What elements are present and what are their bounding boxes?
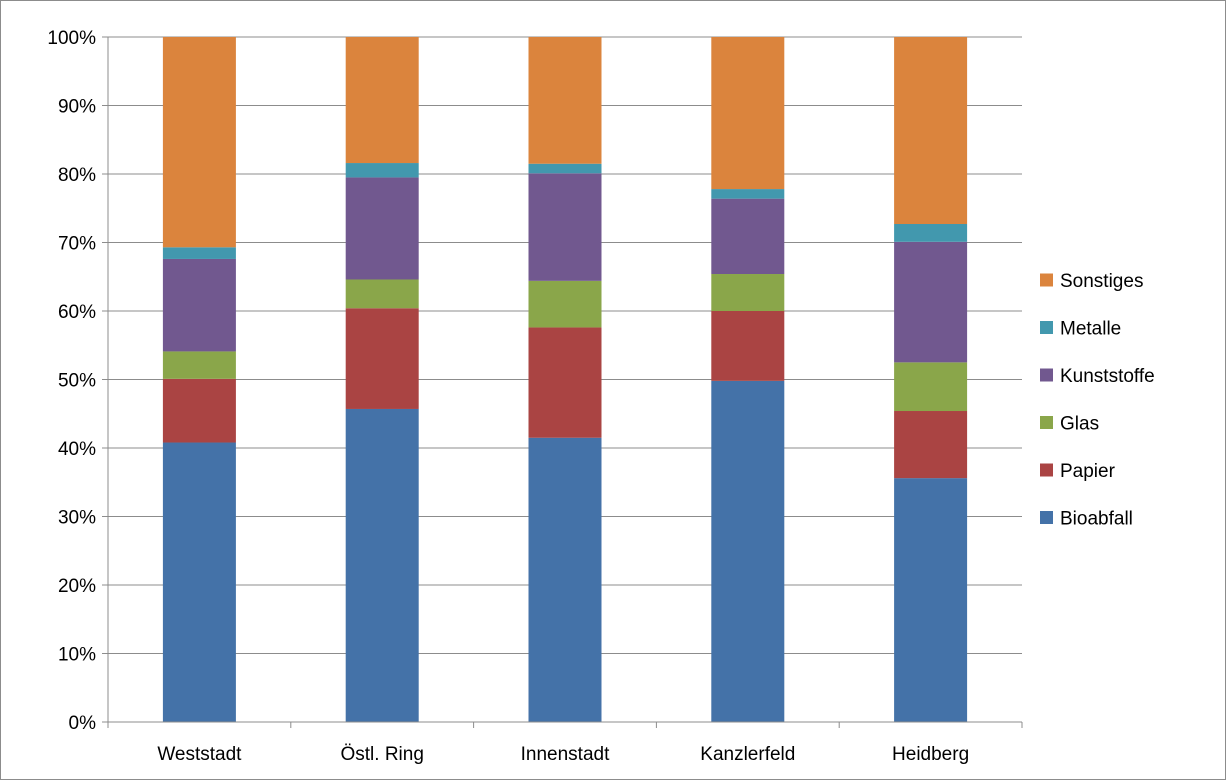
y-axis-labels: 0% 10% 20% 30% 40% 50% 60% 70% 80% 90% 100%: [47, 28, 96, 734]
bar-segment-bioabfall-ostl-ring: [345, 408, 419, 722]
bar-segment-kunststoffe-ostl-ring: [345, 177, 419, 280]
bar-segment-metalle-kanzlerfeld: [711, 189, 785, 199]
legend-label-papier: Papier: [1060, 461, 1116, 482]
bar-segment-glas-ostl-ring: [345, 279, 419, 309]
bar-segment-metalle-heidberg: [894, 224, 968, 242]
x-axis-labels: Weststadt Östl. Ring Innenstadt Kanzlerfeld…: [157, 744, 969, 765]
bar-segment-papier-ostl-ring: [345, 308, 419, 409]
bar-segment-kunststoffe-innenstadt: [528, 173, 602, 281]
bar-segment-glas-weststadt: [162, 351, 236, 379]
bar-segment-papier-weststadt: [162, 378, 236, 443]
bar-segment-sonstiges-heidberg: [894, 37, 968, 224]
y-tick-label: 40%: [58, 439, 96, 460]
y-tick-label: 50%: [58, 371, 96, 392]
legend: Sonstiges Metalle Kunststoffe Glas Papier Bio…: [1040, 271, 1155, 530]
bar-segment-glas-innenstadt: [528, 280, 602, 328]
y-tick-label: 60%: [58, 302, 96, 323]
x-tick-label: Innenstadt: [521, 744, 610, 765]
y-tick-label: 10%: [58, 645, 96, 666]
bar-segment-sonstiges-ostl-ring: [345, 37, 419, 164]
legend-label-sonstiges: Sonstiges: [1060, 271, 1143, 292]
bar-segment-bioabfall-innenstadt: [528, 437, 602, 722]
legend-label-bioabfall: Bioabfall: [1060, 509, 1133, 530]
bar-segment-sonstiges-kanzlerfeld: [711, 37, 785, 190]
bar-segment-papier-kanzlerfeld: [711, 311, 785, 381]
y-tick-label: 70%: [58, 234, 96, 255]
legend-swatch-sonstiges: [1040, 273, 1053, 287]
bar-segment-papier-innenstadt: [528, 327, 602, 438]
axes: [102, 36, 1023, 728]
bar-segment-sonstiges-innenstadt: [528, 37, 602, 164]
y-tick-label: 80%: [58, 165, 96, 186]
legend-swatch-papier: [1040, 463, 1053, 477]
bar-segment-papier-heidberg: [894, 411, 968, 479]
bar-segment-sonstiges-weststadt: [162, 37, 236, 248]
legend-swatch-kunststoffe: [1040, 368, 1053, 382]
x-tick-label: Östl. Ring: [340, 744, 423, 765]
legend-label-glas: Glas: [1060, 414, 1099, 435]
bar-segment-metalle-weststadt: [162, 247, 236, 259]
legend-swatch-glas: [1040, 416, 1053, 429]
bars: [162, 37, 968, 722]
legend-swatch-metalle: [1040, 321, 1053, 334]
legend-swatch-bioabfall: [1040, 511, 1053, 524]
bar-segment-bioabfall-heidberg: [894, 478, 968, 722]
y-tick-label: 90%: [58, 97, 96, 118]
bar-segment-glas-kanzlerfeld: [711, 274, 785, 311]
x-tick-label: Weststadt: [157, 744, 242, 765]
bar-segment-metalle-ostl-ring: [345, 163, 419, 178]
legend-label-metalle: Metalle: [1060, 319, 1121, 340]
x-tick-label: Heidberg: [892, 744, 969, 765]
bar-segment-bioabfall-kanzlerfeld: [711, 380, 785, 722]
y-tick-label: 30%: [58, 508, 96, 529]
y-tick-label: 0%: [69, 713, 97, 734]
bar-segment-bioabfall-weststadt: [162, 442, 236, 722]
bar-segment-kunststoffe-kanzlerfeld: [711, 198, 785, 275]
bar-segment-metalle-innenstadt: [528, 163, 602, 174]
y-tick-label: 20%: [58, 576, 96, 597]
legend-label-kunststoffe: Kunststoffe: [1060, 366, 1155, 387]
bar-segment-glas-heidberg: [894, 362, 968, 412]
bar-segment-kunststoffe-weststadt: [162, 258, 236, 352]
bar-segment-kunststoffe-heidberg: [894, 241, 968, 363]
y-tick-label: 100%: [47, 28, 96, 49]
x-tick-label: Kanzlerfeld: [700, 744, 795, 765]
